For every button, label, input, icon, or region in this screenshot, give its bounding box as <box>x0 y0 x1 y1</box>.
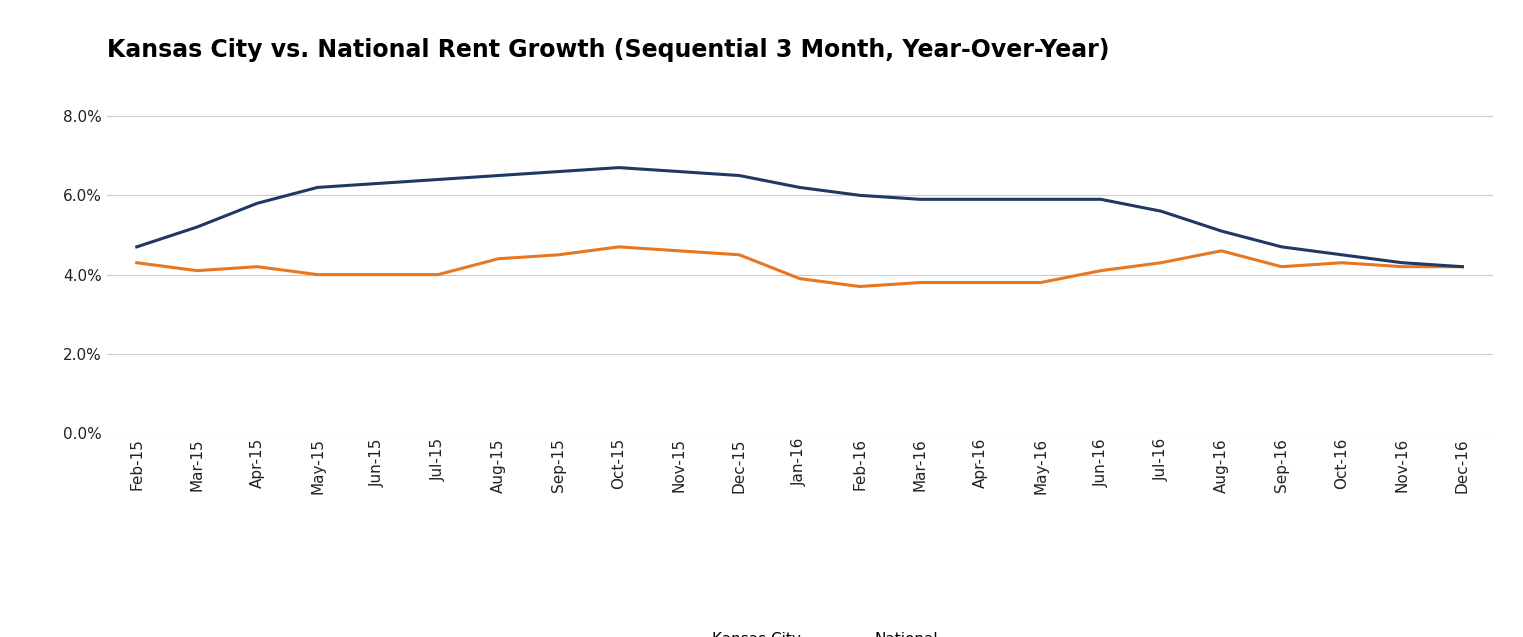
Kansas City <box>1031 279 1049 287</box>
Kansas City <box>550 251 568 259</box>
National <box>790 183 809 191</box>
Kansas City <box>1151 259 1170 266</box>
National <box>851 192 870 199</box>
Kansas City <box>1212 247 1231 255</box>
Kansas City <box>609 243 627 251</box>
National <box>187 223 206 231</box>
National <box>1333 251 1351 259</box>
National <box>1031 196 1049 203</box>
National <box>489 172 507 180</box>
National <box>670 168 688 175</box>
Kansas City <box>187 267 206 275</box>
Line: National: National <box>137 168 1462 267</box>
Kansas City <box>1092 267 1110 275</box>
National <box>1151 208 1170 215</box>
Kansas City <box>911 279 929 287</box>
National <box>1092 196 1110 203</box>
Kansas City <box>429 271 448 278</box>
National <box>609 164 627 171</box>
Kansas City <box>1394 263 1412 271</box>
Kansas City <box>128 259 146 266</box>
Text: Kansas City vs. National Rent Growth (Sequential 3 Month, Year-Over-Year): Kansas City vs. National Rent Growth (Se… <box>107 38 1109 62</box>
Kansas City <box>248 263 267 271</box>
Kansas City <box>670 247 688 255</box>
Kansas City <box>369 271 387 278</box>
Kansas City <box>972 279 990 287</box>
Kansas City <box>1273 263 1292 271</box>
National <box>429 176 448 183</box>
Legend: Kansas City, National: Kansas City, National <box>655 626 944 637</box>
Kansas City <box>730 251 748 259</box>
National <box>1212 227 1231 235</box>
National <box>128 243 146 251</box>
National <box>730 172 748 180</box>
National <box>248 199 267 207</box>
National <box>1453 263 1471 271</box>
National <box>972 196 990 203</box>
Line: Kansas City: Kansas City <box>137 247 1462 287</box>
Kansas City <box>1453 263 1471 271</box>
National <box>911 196 929 203</box>
Kansas City <box>1333 259 1351 266</box>
Kansas City <box>308 271 326 278</box>
National <box>308 183 326 191</box>
Kansas City <box>790 275 809 282</box>
Kansas City <box>489 255 507 262</box>
Kansas City <box>851 283 870 290</box>
National <box>1273 243 1292 251</box>
National <box>1394 259 1412 266</box>
National <box>550 168 568 175</box>
National <box>369 180 387 187</box>
